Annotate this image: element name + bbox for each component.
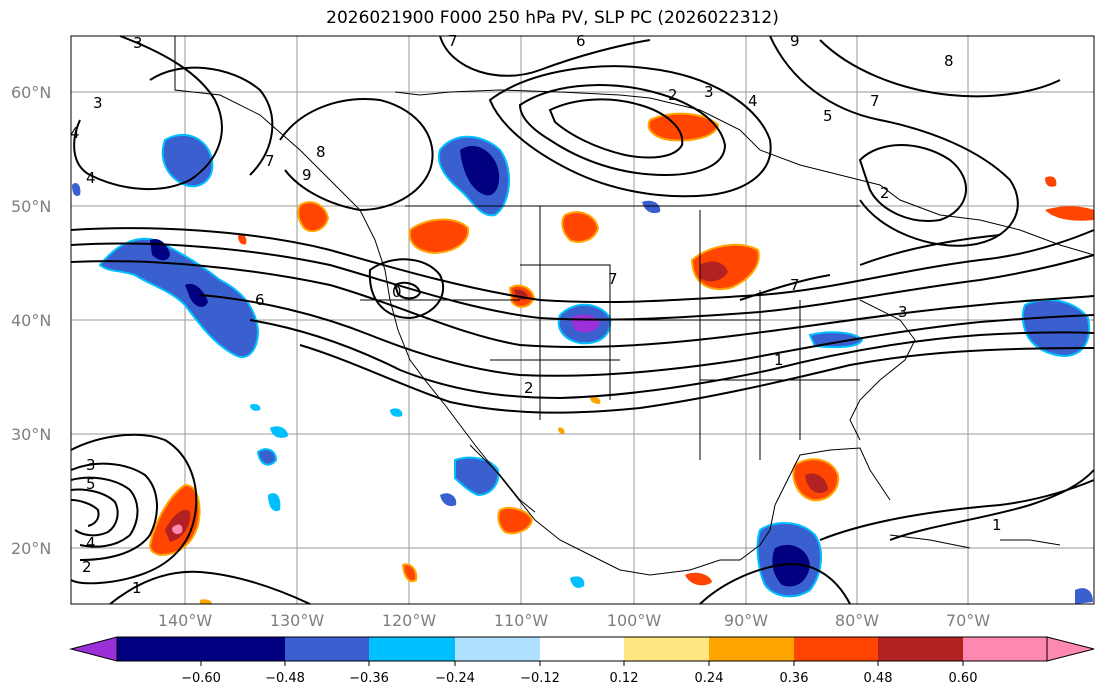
colorbar-segment [540,637,624,661]
colorbar-extend-high [1046,636,1095,662]
coastlines [174,36,1095,576]
contour-label: 3 [133,34,143,52]
lon-label: 100°W [607,611,662,630]
lat-label: 30°N [11,425,51,444]
lat-label: 40°N [11,311,51,330]
lat-label: 60°N [11,83,51,102]
contour-label: 2 [524,379,534,397]
contour-label: 4 [748,92,758,110]
contour-label: 8 [316,143,326,161]
contour-label: 1 [992,516,1002,534]
contour-label: 2 [82,558,92,576]
colorbar-outline [116,636,1048,662]
colorbar-tick-label: −0.60 [181,671,221,686]
contour-label: 7 [790,276,800,294]
contour-label: 3 [93,94,103,112]
negative-pv-anomalies [72,133,1093,604]
contour-label: 7 [448,32,458,50]
contour-label: 3 [704,83,714,101]
contour-label: 2 [668,86,678,104]
colorbar-tick-label: 0.48 [864,671,893,686]
contour-label: 6 [255,291,265,309]
latitude-labels: 60°N 50°N 40°N 30°N 20°N [11,83,51,558]
colorbar-segment [794,637,878,661]
colorbar-segment [455,637,540,661]
lon-label: 90°W [724,611,768,630]
contour-label: 5 [86,475,96,493]
contour-label: 3 [86,456,96,474]
colorbar-tick-label: −0.48 [265,671,305,686]
colorbar-segment [878,637,963,661]
colorbar-tick-label: −0.24 [435,671,475,686]
contour-label: 7 [870,92,880,110]
contour-label: 0 [392,283,402,301]
map-title: 2026021900 F000 250 hPa PV, SLP PC (2026… [326,8,779,28]
colorbar-tick-label: 0.24 [695,671,724,686]
colorbar-segment [369,637,455,661]
positive-pv-anomalies [148,112,1094,604]
contour-label: 1 [774,351,784,369]
contour-label: 4 [86,534,96,552]
slp-contours [70,35,1095,605]
lon-label: 130°W [270,611,325,630]
contour-label: 2 [880,184,890,202]
contour-labels: 3 7 6 4 7 8 9 3 2 3 4 5 7 8 9 6 4 2 7 7 … [70,32,1002,597]
contour-label: 5 [823,107,833,125]
map-frame [70,35,1095,605]
lon-label: 110°W [494,611,549,630]
contour-label: 3 [898,303,908,321]
contour-label: 4 [70,124,80,142]
colorbar-tick-label: −0.36 [349,671,389,686]
colorbar-tick-label: −0.12 [520,671,560,686]
lat-label: 50°N [11,197,51,216]
colorbar: −0.60 −0.48 −0.36 −0.24 −0.12 0.12 0.24 … [69,636,1095,686]
colorbar-tick-label: 0.60 [949,671,978,686]
colorbar-segment [201,637,285,661]
lon-label: 120°W [382,611,437,630]
longitude-labels: 140°W 130°W 120°W 110°W 100°W 90°W 80°W … [158,611,990,630]
colorbar-tick-label: 0.12 [610,671,639,686]
contour-label: 9 [302,166,312,184]
colorbar-segment [117,637,201,661]
lon-label: 80°W [835,611,879,630]
colorbar-segment [624,637,709,661]
lon-label: 140°W [158,611,213,630]
contour-label: 9 [790,32,800,50]
contour-label: 1 [132,579,142,597]
contour-label: 4 [86,169,96,187]
colorbar-tick-label: 0.36 [780,671,809,686]
contour-label: 7 [608,270,618,288]
contour-label: 8 [944,52,954,70]
colorbar-segment [285,637,369,661]
lon-label: 70°W [946,611,990,630]
colorbar-segment [963,637,1047,661]
contour-label: 6 [576,32,586,50]
lat-label: 20°N [11,539,51,558]
colorbar-extend-low [69,636,118,662]
colorbar-segment [709,637,794,661]
contour-label: 7 [265,152,275,170]
